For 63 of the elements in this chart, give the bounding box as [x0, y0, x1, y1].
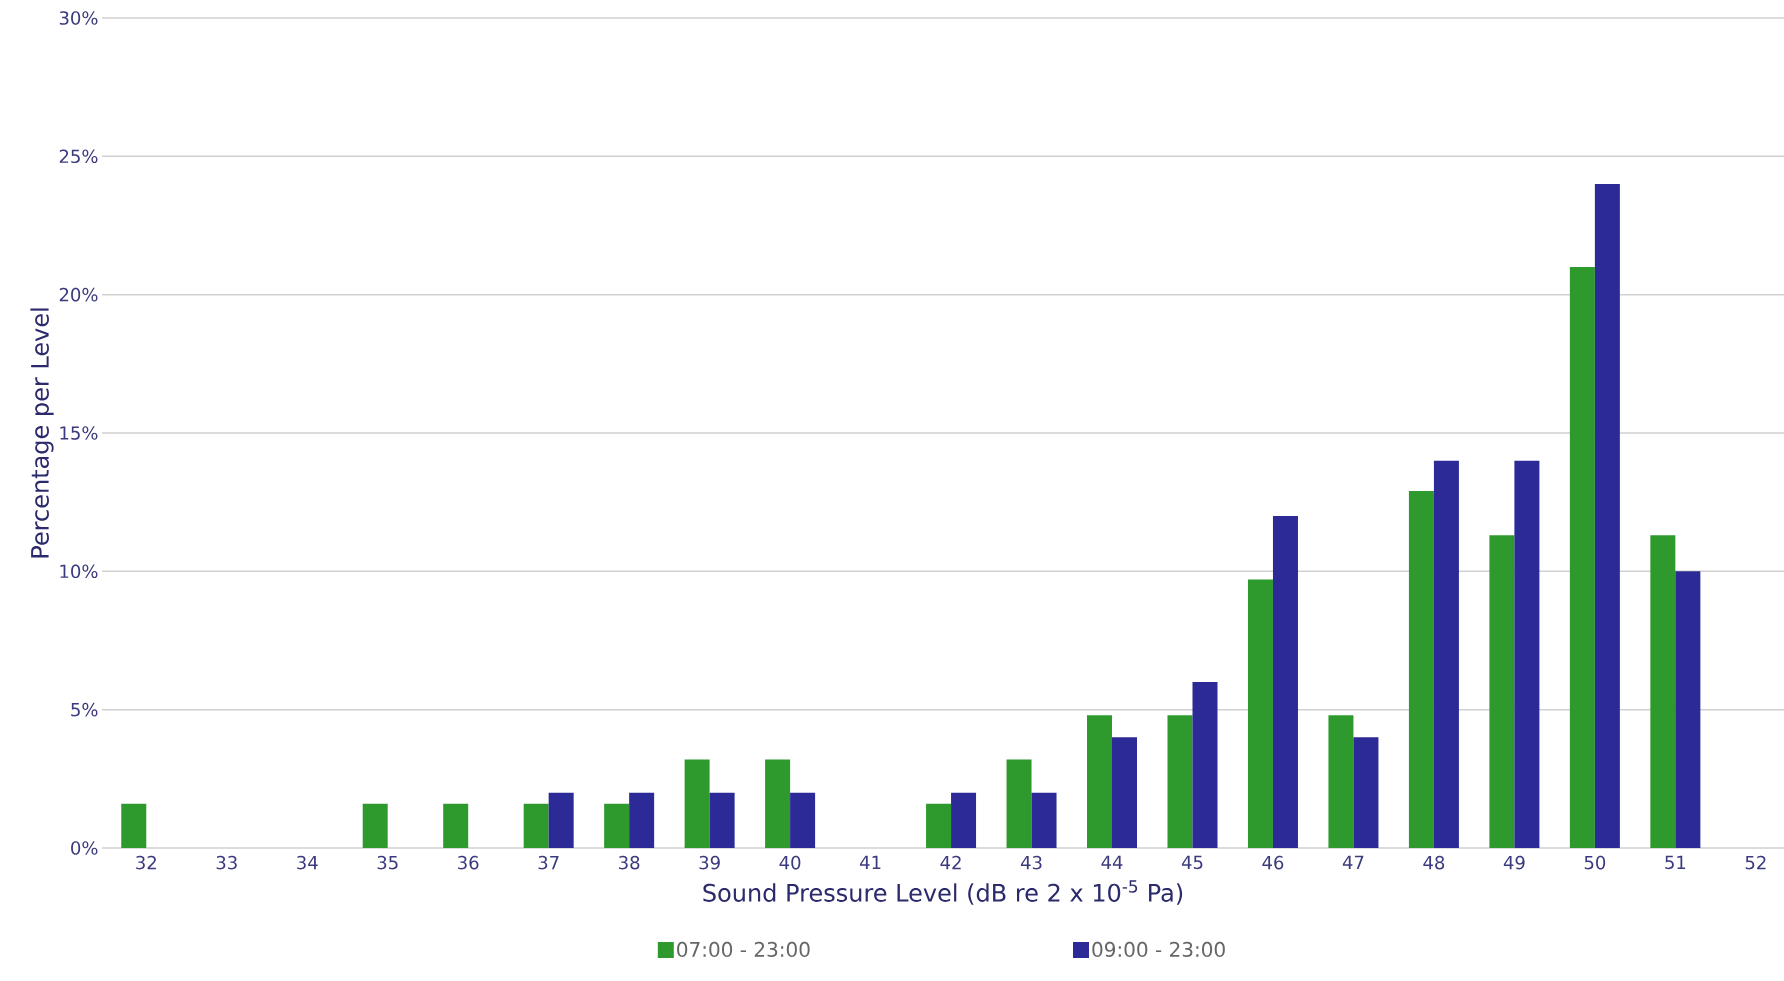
y-tick-label: 25% — [59, 149, 98, 164]
bar — [1569, 266, 1595, 848]
bar — [951, 792, 977, 848]
x-tick-label: 32 — [136, 855, 156, 870]
bar — [1353, 737, 1379, 848]
x-tick-label: 46 — [1262, 855, 1284, 870]
bar — [765, 759, 791, 848]
bar — [1031, 792, 1057, 848]
y-tick-label: 15% — [60, 426, 98, 440]
legend-label: 09:00 - 23:00 — [1092, 941, 1225, 957]
y-axis-title: Percentage per Level — [30, 308, 54, 558]
x-tick-label: 40 — [779, 855, 801, 870]
bar — [121, 803, 147, 848]
bar — [362, 803, 388, 848]
x-tick-label: 50 — [1584, 855, 1606, 870]
bar — [684, 759, 710, 848]
bar — [1087, 715, 1113, 848]
x-tick-label: 44 — [1101, 855, 1123, 869]
x-tick-label: 36 — [458, 855, 479, 870]
bar — [1247, 579, 1273, 848]
bar — [1408, 491, 1434, 848]
bar — [548, 792, 574, 848]
bar — [1514, 460, 1540, 848]
x-tick-label: 52 — [1745, 855, 1766, 870]
bar — [629, 792, 655, 848]
x-tick-label: 35 — [377, 855, 398, 870]
bar — [1006, 759, 1032, 848]
x-tick-label: 45 — [1181, 855, 1203, 870]
bar — [1112, 737, 1138, 848]
bar — [926, 803, 952, 848]
y-tick-label: 10% — [60, 564, 98, 579]
bar — [1272, 515, 1298, 848]
x-tick-label: 47 — [1342, 855, 1364, 869]
bar — [1167, 715, 1193, 848]
x-tick-label: 43 — [1020, 855, 1042, 870]
bar — [790, 792, 816, 848]
x-tick-label: 33 — [216, 855, 237, 870]
y-tick-label: 30% — [59, 11, 98, 25]
x-tick-label: 39 — [699, 855, 720, 870]
legend-label: 07:00 - 23:00 — [677, 941, 810, 957]
x-tick-label: 41 — [860, 855, 881, 869]
y-tick-label: 0% — [71, 841, 98, 855]
bar — [1650, 535, 1676, 848]
x-tick-label: 37 — [538, 855, 559, 870]
bar — [1433, 460, 1459, 848]
bar — [709, 792, 735, 848]
y-tick-label: 5% — [71, 702, 98, 717]
x-tick-label: 48 — [1423, 855, 1445, 870]
x-tick-label: 42 — [940, 855, 961, 870]
x-tick-label: 49 — [1503, 855, 1525, 870]
y-tick-label: 20% — [59, 287, 98, 302]
x-tick-label: 38 — [619, 855, 640, 870]
bar — [1328, 715, 1354, 848]
x-axis-title: Sound Pressure Level (dB re 2 x 10$^{-5}$ Pa) — [703, 880, 1183, 905]
bar — [1675, 571, 1701, 848]
bar — [604, 803, 630, 848]
bar — [1489, 535, 1515, 848]
bar — [443, 803, 469, 848]
x-tick-label: 34 — [297, 855, 318, 870]
x-tick-label: 51 — [1665, 855, 1686, 870]
bar — [1594, 183, 1620, 848]
bar — [523, 803, 549, 848]
bar — [1192, 681, 1218, 848]
